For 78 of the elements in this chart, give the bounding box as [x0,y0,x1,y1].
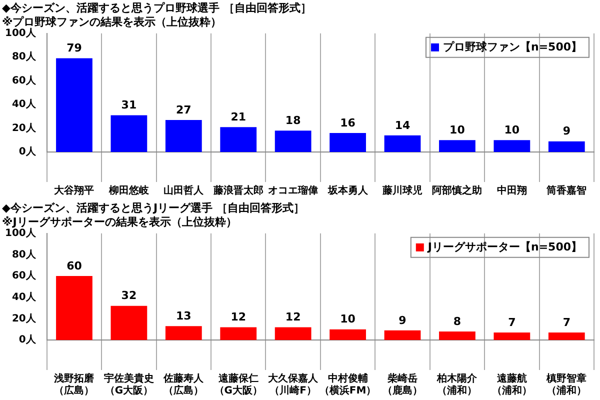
x-tick-label: 柴崎岳（鹿島） [382,372,423,397]
bar [494,332,530,340]
bar [384,330,421,340]
y-tick-label: 40人 [12,98,37,110]
data-label: 12 [230,310,246,324]
bar [494,140,530,152]
chart-subtitle: ※Jリーグサポーターの結果を表示（上位抜粋） [2,216,237,229]
y-tick-label: 0人 [18,146,37,158]
bar [384,135,421,152]
x-tick-label: 中村俊輔（横浜FM） [319,372,376,397]
x-tick-label: 阿部慎之助 [432,184,482,197]
x-tick-label: 柏木陽介（浦和） [436,372,478,397]
bar [439,140,476,152]
data-label: 10 [450,124,466,136]
y-tick-label: 100人 [5,226,37,239]
x-tick-label: 山田哲人 [164,184,205,197]
data-label: 32 [121,289,137,302]
x-tick-label: オコエ瑠偉 [268,184,318,197]
bar [110,306,148,340]
x-tick-label: 大谷翔平 [53,184,94,197]
bar [220,327,257,340]
x-tick-label: 槙野智章（浦和） [546,372,587,397]
y-tick-label: 100人 [5,26,37,39]
data-label: 10 [504,124,520,136]
data-label: 18 [285,114,301,128]
bar [548,332,585,340]
data-label: 10 [340,312,356,326]
bar [56,58,92,152]
y-tick-label: 20人 [12,122,37,134]
data-label: 9 [398,314,406,327]
bar [330,329,366,340]
x-tick-label: 中田翔 [496,184,527,197]
bar [165,326,202,340]
x-tick-label: 坂本勇人 [326,184,369,197]
x-tick-label: 柳田悠岐 [108,184,150,197]
bar [165,120,202,152]
x-tick-label: 藤浪晋太郎 [212,184,264,197]
data-label: 21 [230,110,246,124]
chart-subtitle: ※プロ野球ファンの結果を表示（上位抜粋） [2,16,222,29]
y-tick-label: 60人 [12,74,37,86]
data-label: 14 [394,118,411,132]
bar [110,115,148,152]
x-tick-label: 藤川球児 [382,184,423,197]
chart-title: ◆今シーズン、活躍すると思うJリーグ選手 ［自由回答形式］ [2,201,304,214]
legend-label: プロ野球ファン【n=500】 [442,40,582,54]
bar [274,130,312,152]
y-tick-label: 20人 [12,312,37,324]
x-tick-label: 宇佐美貴史（G大阪） [104,372,154,397]
data-label: 7 [562,316,570,329]
data-label: 27 [176,103,192,116]
data-label: 8 [453,314,462,328]
y-tick-label: 80人 [12,50,37,63]
x-tick-label: 佐藤寿人（広島） [162,372,205,397]
y-tick-label: 80人 [12,248,37,260]
data-label: 79 [66,42,82,55]
data-label: 7 [508,316,516,329]
bar [439,331,476,340]
x-tick-label: 筒香嘉智 [546,184,587,197]
data-label: 16 [340,116,356,130]
bar [274,327,312,340]
x-tick-label: 浅野拓磨（広島） [53,372,96,397]
data-label: 12 [285,310,301,324]
x-tick-label: 遠藤航（浦和） [492,372,532,397]
bar [548,141,585,152]
data-label: 31 [121,98,137,112]
legend-label: Jリーグサポーター【n=500】 [426,240,582,254]
data-label: 60 [66,259,82,272]
bar [56,276,92,340]
data-label: 9 [562,124,570,138]
y-tick-label: 40人 [12,290,37,303]
x-tick-label: 遠藤保仁（G大阪） [214,372,262,397]
x-tick-label: 大久保嘉人（川崎F） [267,372,320,397]
y-tick-label: 60人 [12,270,37,282]
bar [330,133,366,152]
bar [220,127,257,152]
chart-title: ◆今シーズン、活躍すると思うプロ野球選手 ［自由回答形式］ [2,1,312,14]
data-label: 13 [176,310,192,322]
y-tick-label: 0人 [18,334,37,346]
